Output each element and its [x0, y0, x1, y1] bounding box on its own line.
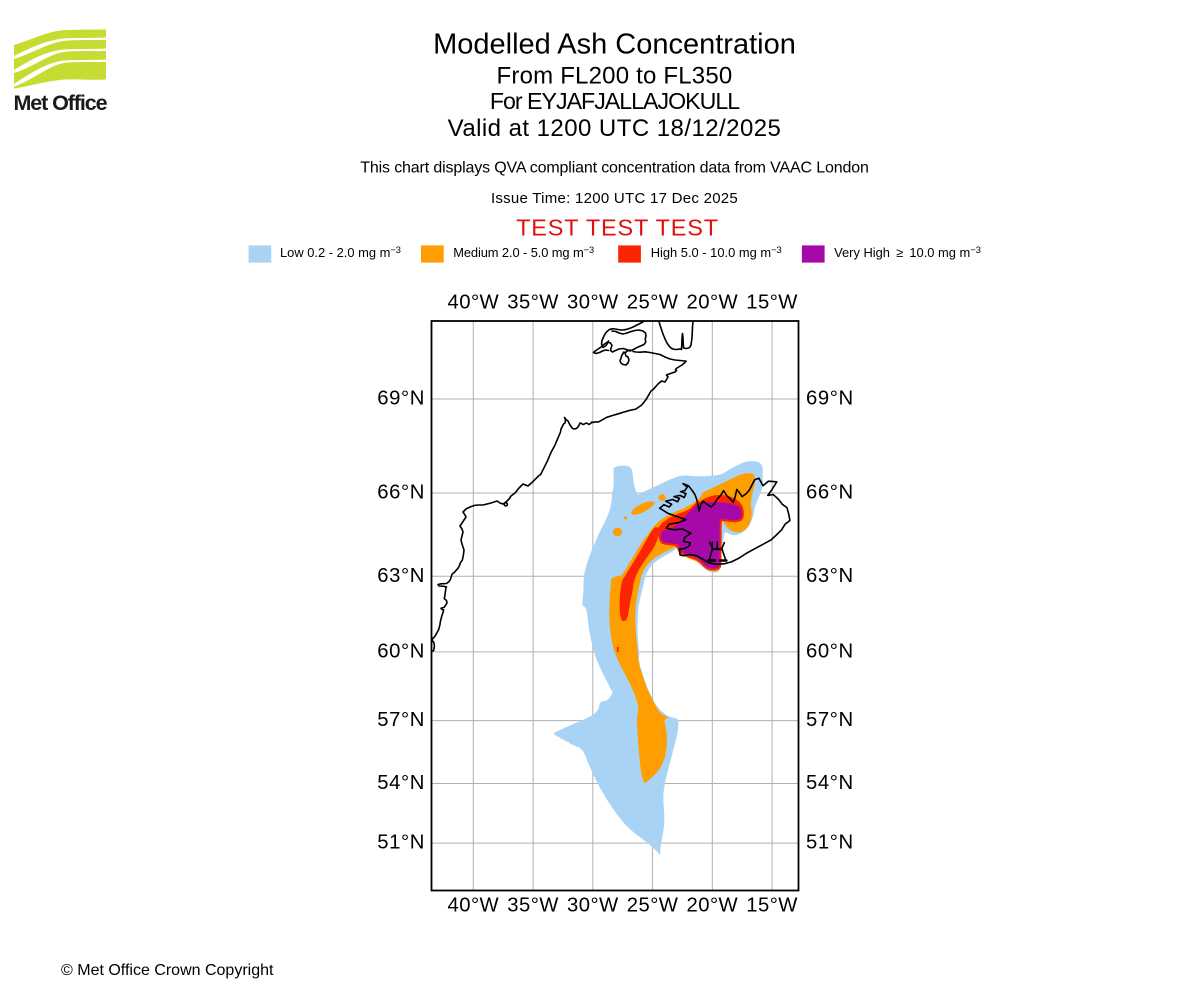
svg-text:30°W: 30°W [567, 292, 619, 314]
svg-text:Issue Time: 1200 UTC 17 Dec 20: Issue Time: 1200 UTC 17 Dec 2025 [491, 190, 738, 207]
svg-text:Low 0.2 - 2.0 mg m−3: Low 0.2 - 2.0 mg m−3 [280, 244, 401, 260]
svg-text:51°N: 51°N [806, 832, 854, 854]
svg-text:High 5.0 - 10.0 mg m−3: High 5.0 - 10.0 mg m−3 [651, 244, 782, 260]
svg-text:Modelled Ash Concentration: Modelled Ash Concentration [433, 29, 796, 61]
svg-text:Valid at 1200 UTC 18/12/2025: Valid at 1200 UTC 18/12/2025 [448, 115, 782, 142]
svg-text:This chart displays QVA compli: This chart displays QVA compliant concen… [360, 160, 868, 177]
svg-text:40°W: 40°W [447, 895, 499, 917]
svg-text:66°N: 66°N [377, 482, 425, 504]
svg-text:25°W: 25°W [627, 292, 679, 314]
svg-text:Met Office: Met Office [14, 91, 108, 115]
svg-text:60°N: 60°N [806, 640, 854, 662]
svg-text:69°N: 69°N [806, 388, 854, 410]
svg-text:20°W: 20°W [686, 292, 738, 314]
svg-text:35°W: 35°W [507, 292, 559, 314]
svg-text:30°W: 30°W [567, 895, 619, 917]
svg-text:From FL200 to FL350: From FL200 to FL350 [497, 63, 733, 90]
svg-text:35°W: 35°W [507, 895, 559, 917]
svg-text:TEST TEST TEST: TEST TEST TEST [516, 215, 719, 241]
svg-text:66°N: 66°N [806, 482, 854, 504]
svg-text:54°N: 54°N [377, 772, 425, 794]
svg-text:63°N: 63°N [806, 565, 854, 587]
svg-text:57°N: 57°N [806, 709, 854, 731]
svg-text:63°N: 63°N [377, 565, 425, 587]
svg-text:60°N: 60°N [377, 640, 425, 662]
svg-text:15°W: 15°W [746, 292, 798, 314]
svg-text:© Met Office Crown Copyright: © Met Office Crown Copyright [61, 962, 274, 979]
svg-text:69°N: 69°N [377, 388, 425, 410]
svg-text:54°N: 54°N [806, 772, 854, 794]
svg-text:20°W: 20°W [686, 895, 738, 917]
svg-text:15°W: 15°W [746, 895, 798, 917]
svg-text:57°N: 57°N [377, 709, 425, 731]
svg-text:40°W: 40°W [447, 292, 499, 314]
svg-text:51°N: 51°N [377, 832, 425, 854]
svg-text:25°W: 25°W [627, 895, 679, 917]
svg-text:Very High ≥ 10.0 mg m−3: Very High ≥ 10.0 mg m−3 [834, 244, 981, 260]
svg-text:For EYJAFJALLAJOKULL: For EYJAFJALLAJOKULL [490, 88, 740, 114]
svg-text:Medium 2.0 - 5.0 mg m−3: Medium 2.0 - 5.0 mg m−3 [453, 244, 594, 260]
